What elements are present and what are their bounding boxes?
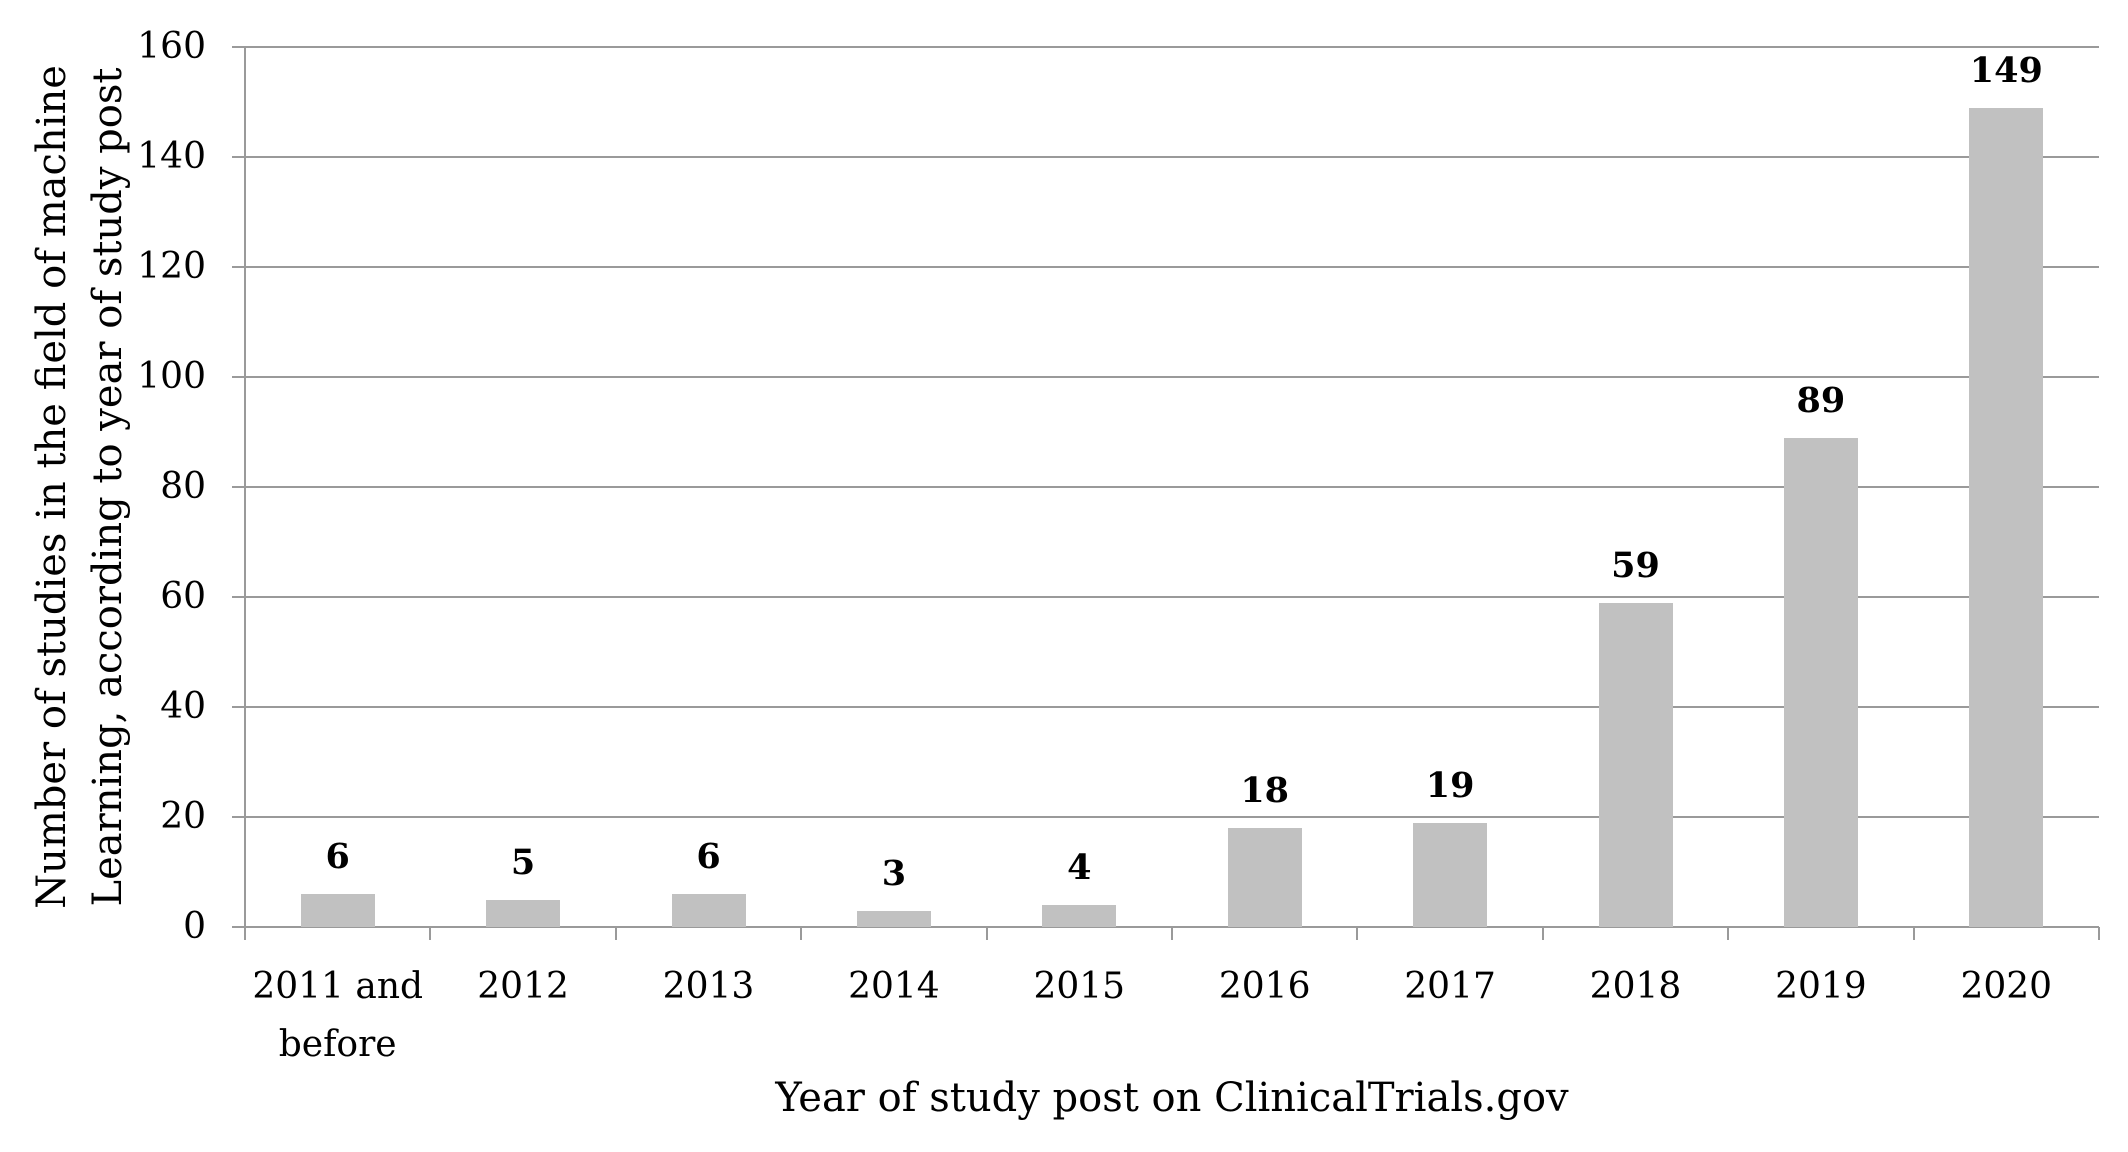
gridline — [245, 266, 2099, 268]
bar — [1042, 905, 1117, 927]
x-category-label: 2011 and before — [252, 966, 424, 1065]
x-category-label: 2020 — [1960, 966, 2053, 1007]
bar — [1969, 107, 2044, 927]
x-boundary-tick — [800, 927, 803, 940]
x-boundary-tick — [1912, 927, 1915, 940]
bar-value-label: 59 — [1611, 544, 1660, 586]
y-tick-label: 100 — [137, 356, 206, 397]
bar-value-label: 6 — [325, 836, 350, 877]
bar — [1413, 822, 1488, 927]
bar — [1783, 437, 1858, 927]
bar-value-label: 5 — [510, 841, 536, 883]
y-tick-mark — [232, 486, 245, 488]
x-boundary-tick — [985, 927, 988, 940]
bar — [671, 894, 746, 927]
bar — [300, 894, 375, 927]
gridline — [245, 486, 2099, 488]
x-category-label: 2012 — [477, 966, 569, 1007]
bar-value-label: 18 — [1240, 770, 1290, 811]
bar-value-label: 6 — [696, 836, 721, 877]
x-category-label: 2016 — [1218, 966, 1311, 1007]
y-tick-label: 120 — [137, 246, 206, 287]
gridline — [245, 816, 2099, 818]
y-tick-mark — [232, 266, 245, 268]
x-category-label: 2018 — [1589, 966, 1682, 1007]
x-axis-title: Year of study post on ClinicalTrials.gov — [775, 1075, 1569, 1121]
y-tick-mark — [232, 926, 245, 928]
x-category-label: 2019 — [1775, 966, 1867, 1007]
y-axis-title: Number of studies in the field of machin… — [29, 65, 131, 909]
y-tick-label: 0 — [183, 906, 206, 947]
y-tick-mark — [232, 596, 245, 598]
x-boundary-tick — [429, 927, 432, 940]
y-tick-mark — [232, 706, 245, 708]
x-boundary-tick — [1171, 927, 1173, 940]
x-boundary-tick — [1356, 927, 1359, 940]
gridline — [245, 156, 2099, 158]
bar — [856, 910, 931, 927]
gridline — [245, 596, 2099, 598]
x-boundary-tick — [1727, 927, 1730, 940]
x-category-label: 2014 — [848, 966, 940, 1007]
y-tick-label: 20 — [160, 796, 206, 837]
y-tick-label: 160 — [137, 26, 206, 67]
bar-value-label: 149 — [1969, 49, 2043, 91]
y-tick-label: 80 — [160, 466, 206, 507]
bar-value-label: 19 — [1425, 764, 1475, 806]
x-boundary-tick — [614, 927, 617, 940]
bar-value-label: 89 — [1796, 379, 1846, 421]
x-boundary-tick — [2098, 927, 2100, 940]
y-tick-label: 40 — [160, 686, 206, 727]
x-category-label: 2013 — [662, 966, 755, 1007]
bar — [1598, 602, 1673, 927]
gridline — [245, 376, 2099, 378]
y-axis-line — [244, 47, 246, 940]
bar — [486, 899, 561, 927]
y-tick-mark — [232, 46, 245, 48]
x-category-label: 2017 — [1404, 966, 1496, 1007]
x-boundary-tick — [1541, 927, 1544, 940]
y-tick-label: 60 — [160, 576, 206, 617]
y-tick-mark — [232, 376, 245, 378]
bar-value-label: 3 — [881, 852, 907, 894]
gridline — [245, 706, 2099, 708]
y-tick-mark — [232, 816, 245, 818]
gridline — [245, 46, 2099, 48]
y-tick-label: 140 — [137, 136, 206, 177]
x-category-label: 2015 — [1033, 966, 1126, 1007]
y-tick-mark — [232, 156, 245, 158]
bar-value-label: 4 — [1067, 847, 1092, 888]
x-boundary-tick — [244, 927, 246, 940]
bar — [1227, 828, 1302, 927]
